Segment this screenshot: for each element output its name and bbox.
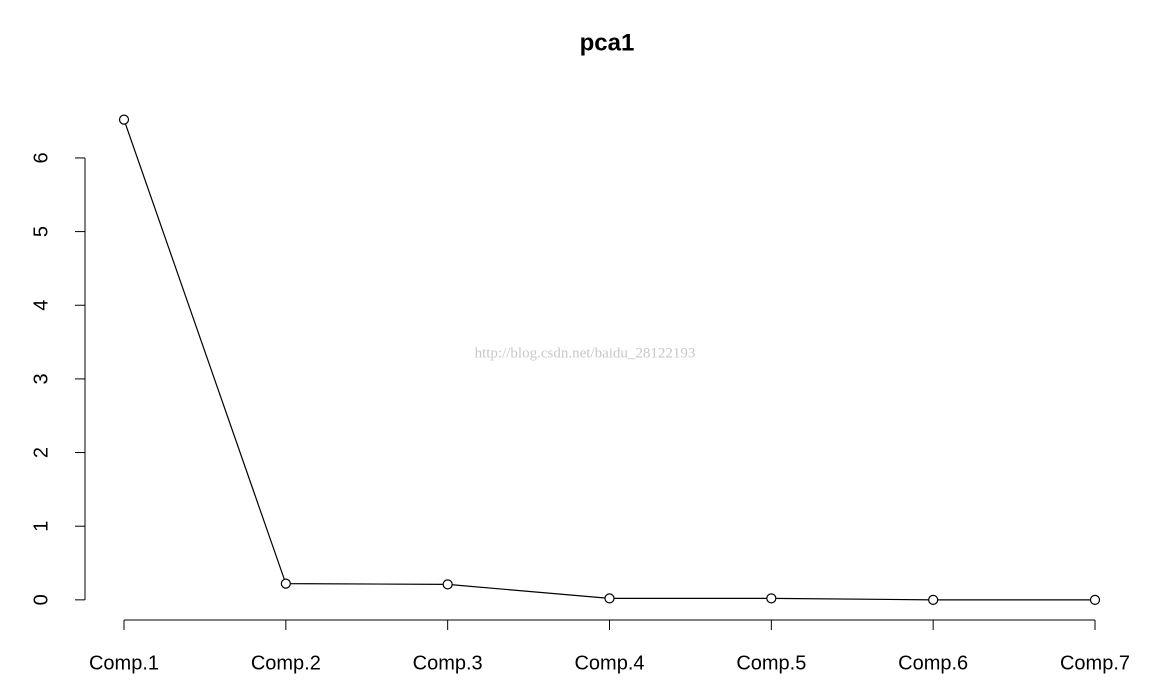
data-point (928, 594, 939, 605)
x-tick-label: Comp.6 (898, 652, 968, 674)
watermark: http://blog.csdn.net/baidu_28122193 (475, 345, 696, 361)
data-point (1089, 594, 1101, 605)
x-tick-label: Comp.1 (89, 652, 159, 674)
data-point (766, 593, 777, 604)
y-tick-label: 1 (30, 521, 52, 532)
y-tick-label: 3 (30, 373, 52, 384)
x-tick-label: Comp.3 (413, 652, 483, 674)
x-tick-label: Comp.4 (574, 652, 644, 674)
data-point (604, 593, 615, 604)
y-tick-label: 2 (30, 447, 52, 458)
x-tick-label: Comp.2 (251, 652, 321, 674)
chart-title: pca1 (580, 29, 635, 56)
y-tick-label: 4 (30, 300, 52, 311)
y-tick-label: 0 (30, 594, 52, 605)
x-tick-label: Comp.7 (1060, 652, 1130, 674)
data-point (280, 578, 291, 589)
y-tick-label: 5 (30, 226, 52, 237)
x-tick-label: Comp.5 (736, 652, 806, 674)
y-tick-label: 6 (30, 152, 52, 163)
data-point (442, 579, 453, 590)
data-point (118, 114, 130, 125)
